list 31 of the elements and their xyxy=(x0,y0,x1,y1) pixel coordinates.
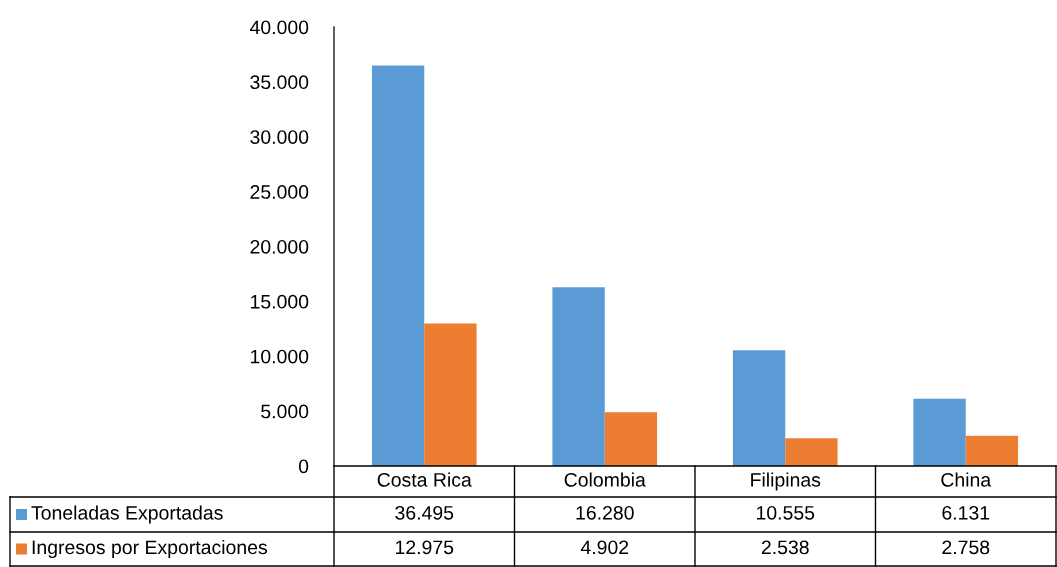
y-tick-label: 20.000 xyxy=(250,239,309,254)
x-tick-label: Colombia xyxy=(564,472,646,487)
x-tick-label: Costa Rica xyxy=(377,472,472,487)
bar xyxy=(424,323,477,466)
bar xyxy=(604,412,658,466)
y-tick-label: 15.000 xyxy=(251,294,309,309)
bar xyxy=(371,65,425,466)
data-label: 16.280 xyxy=(576,505,634,520)
bar xyxy=(965,435,1019,466)
bar xyxy=(913,398,966,466)
legend-label: Toneladas Exportadas xyxy=(31,505,223,524)
bar xyxy=(552,287,605,466)
x-tick-label: Filipinas xyxy=(751,472,821,491)
data-label: 12.975 xyxy=(396,540,454,555)
data-label: 4.902 xyxy=(580,540,629,555)
data-label: 6.131 xyxy=(942,505,990,520)
data-label: 36.495 xyxy=(395,505,454,520)
bar xyxy=(785,438,838,466)
y-tick-label: 25.000 xyxy=(250,185,309,199)
legend-label: Ingresos por Exportaciones xyxy=(32,539,267,559)
y-tick-label: 5.000 xyxy=(261,404,309,419)
x-tick-label: China xyxy=(941,472,992,487)
bar xyxy=(732,350,786,466)
data-label: 2.758 xyxy=(942,540,990,555)
data-label: 2.538 xyxy=(761,540,809,555)
data-label: 10.555 xyxy=(757,505,815,520)
y-tick-label: 40.000 xyxy=(249,20,309,35)
y-tick-label: 0 xyxy=(298,459,309,474)
y-tick-label: 10.000 xyxy=(251,349,309,364)
y-tick-label: 30.000 xyxy=(250,130,309,144)
y-tick-label: 35.000 xyxy=(250,75,309,90)
